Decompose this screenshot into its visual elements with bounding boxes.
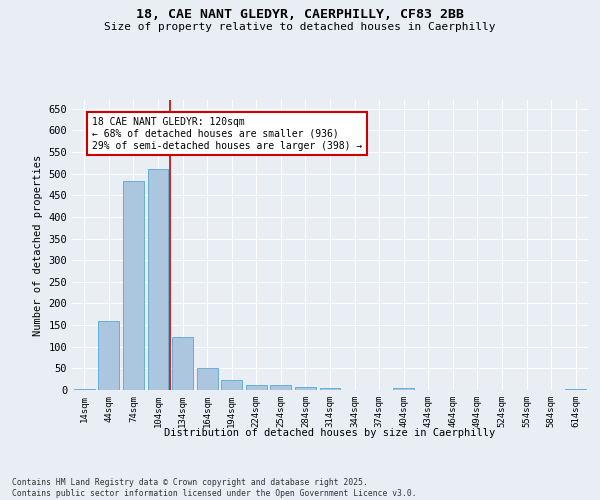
Text: Contains HM Land Registry data © Crown copyright and database right 2025.
Contai: Contains HM Land Registry data © Crown c… [12,478,416,498]
Bar [320,388,340,390]
Text: 18, CAE NANT GLEDYR, CAERPHILLY, CF83 2BB: 18, CAE NANT GLEDYR, CAERPHILLY, CF83 2B… [136,8,464,20]
Bar [123,181,144,390]
Bar [148,170,169,390]
Bar [295,386,316,390]
Bar [197,368,218,390]
Bar [393,388,414,390]
Bar [221,380,242,390]
Bar [74,388,95,390]
Bar [246,385,267,390]
Bar [271,385,292,390]
Text: Size of property relative to detached houses in Caerphilly: Size of property relative to detached ho… [104,22,496,32]
Bar [98,320,119,390]
Text: Distribution of detached houses by size in Caerphilly: Distribution of detached houses by size … [164,428,496,438]
Bar [172,337,193,390]
Y-axis label: Number of detached properties: Number of detached properties [33,154,43,336]
Bar [565,388,586,390]
Text: 18 CAE NANT GLEDYR: 120sqm
← 68% of detached houses are smaller (936)
29% of sem: 18 CAE NANT GLEDYR: 120sqm ← 68% of deta… [92,118,362,150]
